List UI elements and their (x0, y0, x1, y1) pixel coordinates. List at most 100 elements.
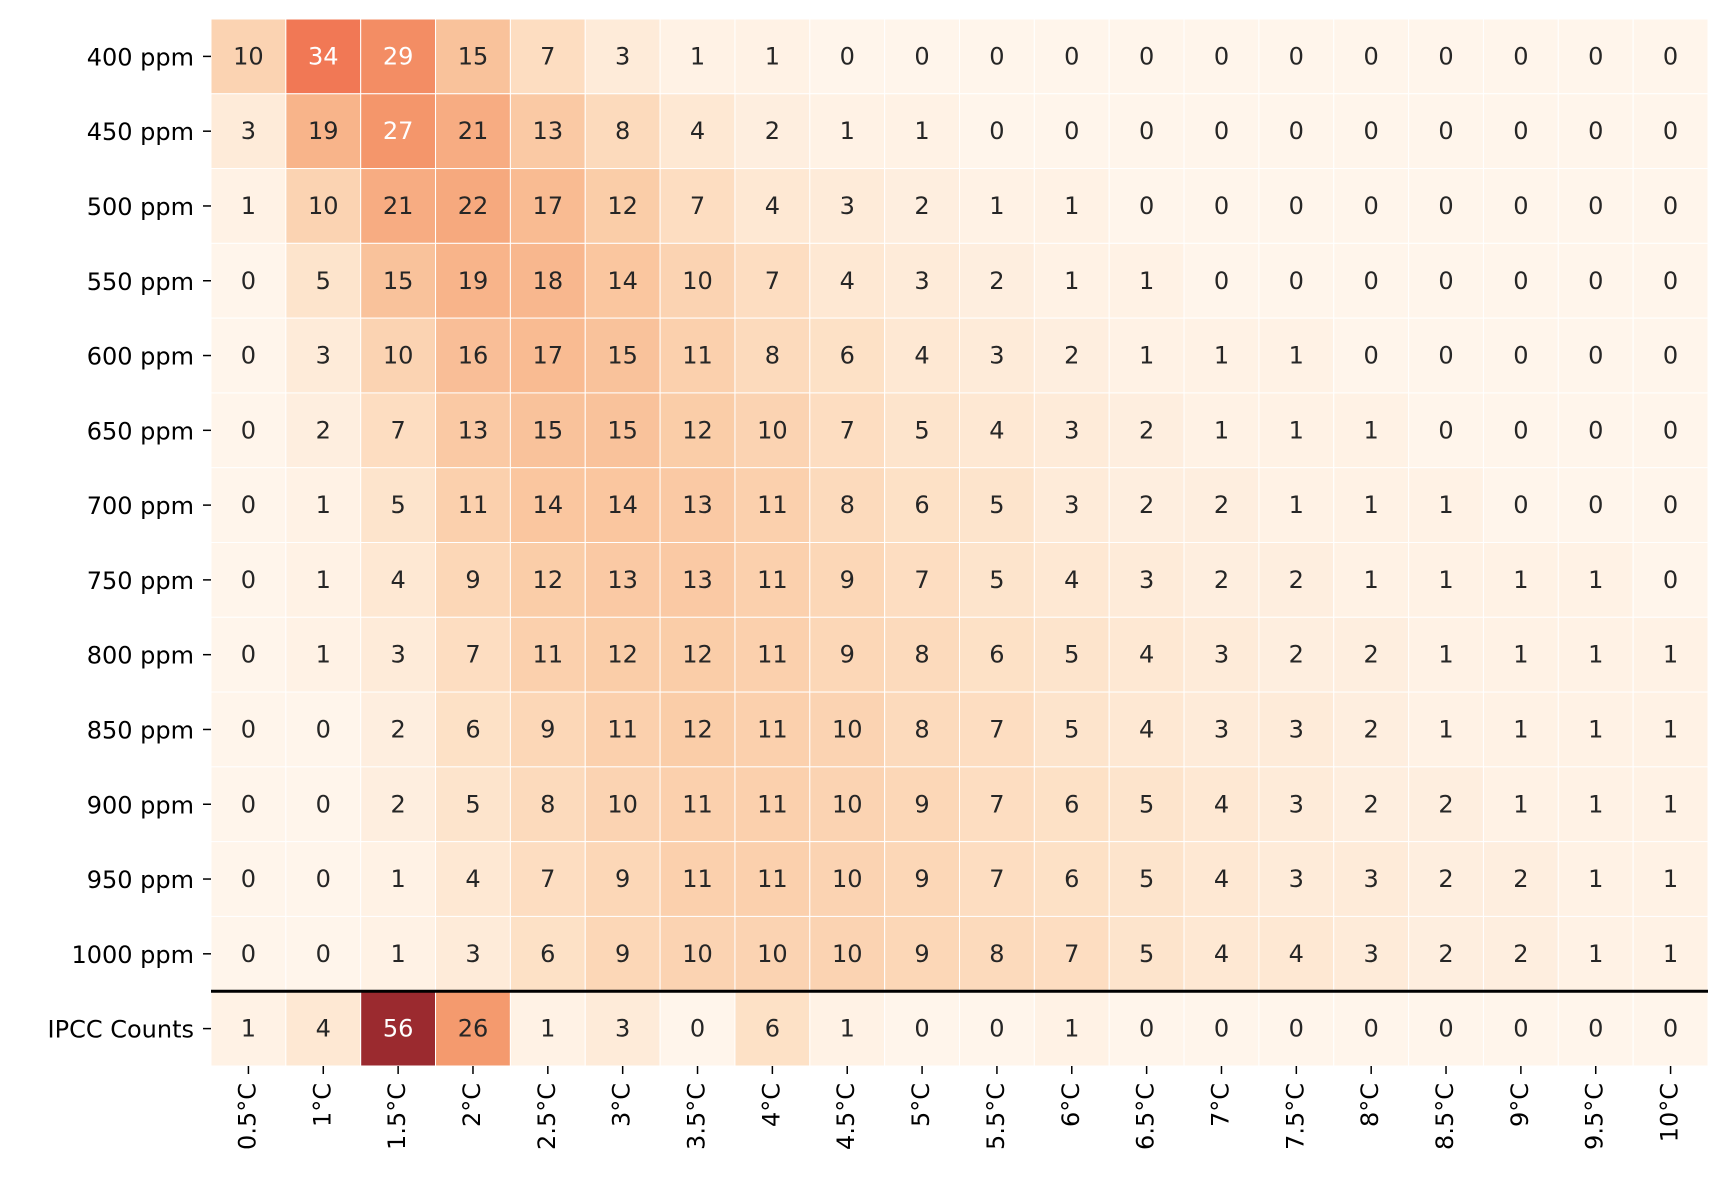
x-tick-label: 2.5°C (533, 1083, 561, 1150)
cell-value-label: 0 (1588, 117, 1603, 145)
heatmap-cell (734, 242, 811, 319)
cell-value-label: 10 (757, 940, 788, 968)
heatmap-cell (1108, 766, 1185, 843)
heatmap-cell (1183, 317, 1260, 394)
heatmap-cell (809, 542, 886, 618)
cell-value-label: 11 (757, 566, 788, 594)
cell-value-label: 0 (1588, 42, 1603, 70)
cell-value-label: 0 (1438, 416, 1453, 444)
x-tick-label: 5°C (907, 1083, 935, 1127)
cell-value-label: 1 (1588, 865, 1603, 893)
cell-value-label: 1 (1588, 641, 1603, 669)
cell-value-label: 2 (316, 416, 331, 444)
y-tick-label: 800 ppm (87, 642, 194, 670)
cell-value-label: 0 (1438, 342, 1453, 370)
cell-value-label: 3 (1289, 790, 1304, 818)
cell-value-label: 8 (989, 940, 1004, 968)
y-tick-label: 700 ppm (87, 492, 194, 520)
heatmap-cell (884, 766, 961, 843)
cell-value-label: 0 (1289, 267, 1304, 295)
heatmap-cell (435, 616, 511, 693)
cell-value-label: 1 (1064, 267, 1079, 295)
cell-value-label: 0 (1663, 117, 1678, 145)
cell-value-label: 15 (383, 267, 414, 295)
heatmap-cell (435, 317, 511, 394)
heatmap-cell (1333, 392, 1410, 469)
heatmap-cell (435, 990, 511, 1067)
heatmap-cell (360, 93, 437, 170)
heatmap-cell (1482, 242, 1559, 319)
cell-value-label: 7 (540, 865, 555, 893)
heatmap-cell (1632, 242, 1709, 319)
x-tick-label: 3°C (608, 1083, 636, 1127)
x-tick-label: 7.5°C (1281, 1083, 1309, 1150)
heatmap-cell (1258, 242, 1335, 319)
cell-value-label: 10 (832, 790, 863, 818)
cell-value-label: 0 (1364, 267, 1379, 295)
cell-value-label: 0 (316, 940, 331, 968)
heatmap-cell (1333, 841, 1410, 917)
cell-value-label: 0 (1663, 566, 1678, 594)
heatmap-cell (809, 242, 886, 319)
cell-value-label: 19 (458, 267, 489, 295)
cell-value-label: 13 (682, 491, 713, 519)
cell-value-label: 2 (1513, 865, 1528, 893)
cell-value-label: 8 (615, 117, 630, 145)
heatmap-cell (1258, 93, 1335, 170)
cell-value-label: 1 (540, 1015, 555, 1043)
cell-value-label: 11 (682, 790, 713, 818)
cell-value-label: 2 (1438, 865, 1453, 893)
cell-value-label: 0 (1438, 42, 1453, 70)
heatmap-cell (1632, 616, 1709, 693)
cell-value-label: 5 (914, 416, 929, 444)
cell-value-label: 2 (765, 117, 780, 145)
heatmap-cell (659, 392, 736, 469)
cell-value-label: 2 (1513, 940, 1528, 968)
cell-value-label: 4 (1139, 641, 1154, 669)
cell-value-label: 4 (465, 865, 480, 893)
heatmap-cell (1033, 990, 1110, 1067)
cell-value-label: 0 (1663, 491, 1678, 519)
x-tick-label: 1.5°C (383, 1083, 411, 1150)
y-tick-label: 650 ppm (87, 417, 194, 445)
heatmap-cell (1033, 242, 1110, 319)
heatmap-cell (285, 18, 362, 95)
cell-value-label: 1 (1064, 1015, 1079, 1043)
cell-value-label: 7 (989, 865, 1004, 893)
y-tick-label: 550 ppm (87, 268, 194, 296)
heatmap-cell (959, 317, 1035, 394)
cell-value-label: 1 (840, 117, 855, 145)
heatmap-cell (1033, 392, 1110, 469)
cell-value-label: 1 (316, 641, 331, 669)
cell-value-label: 0 (914, 1015, 929, 1043)
y-tick-label: 950 ppm (87, 866, 194, 894)
x-tick-label: 5.5°C (982, 1083, 1010, 1150)
cell-value-label: 9 (914, 940, 929, 968)
cell-value-label: 13 (607, 566, 638, 594)
heatmap-cell (809, 915, 886, 992)
y-tick-label: 500 ppm (87, 193, 194, 221)
y-tick-label: 750 ppm (87, 567, 194, 595)
cell-value-label: 11 (533, 641, 564, 669)
heatmap-cell (1333, 18, 1410, 95)
heatmap-cell (1557, 766, 1634, 843)
heatmap-cell (584, 542, 661, 618)
cell-value-label: 10 (757, 416, 788, 444)
cell-value-label: 6 (989, 641, 1004, 669)
heatmap-cell (809, 766, 886, 843)
heatmap-cell (1258, 168, 1335, 244)
cell-value-label: 0 (1513, 416, 1528, 444)
heatmap-cell (1258, 542, 1335, 618)
cell-value-label: 4 (390, 566, 405, 594)
heatmap-cell (210, 467, 287, 544)
heatmap-cell (1557, 93, 1634, 170)
y-tick-label: 600 ppm (87, 343, 194, 371)
cell-value-label: 4 (1214, 940, 1229, 968)
heatmap-cell (1408, 317, 1484, 394)
cell-value-label: 1 (390, 940, 405, 968)
heatmap-cell (1557, 691, 1634, 768)
heatmap-cell (1333, 691, 1410, 768)
cell-value-label: 11 (682, 865, 713, 893)
heatmap-cell (734, 616, 811, 693)
cell-value-label: 7 (989, 715, 1004, 743)
